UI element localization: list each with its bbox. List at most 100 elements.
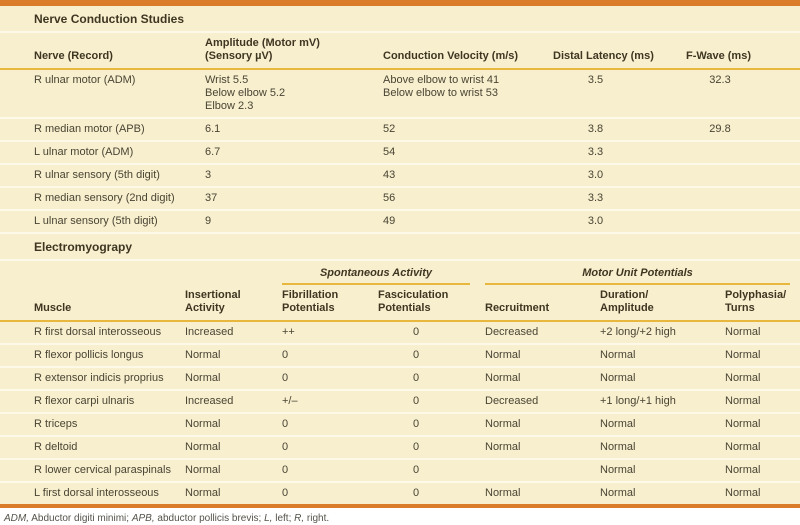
- velocity-cell: 52: [383, 118, 551, 142]
- emg-row: R flexor pollicis longus Normal 0 0 Norm…: [0, 344, 800, 368]
- muscle-cell: R flexor carpi ulnaris: [0, 390, 185, 414]
- insertional-cell: Normal: [185, 436, 282, 460]
- distal-latency-cell: 3.8: [551, 118, 670, 142]
- fibrillation-cell: 0: [282, 413, 378, 437]
- fasciculation-cell: 0: [378, 390, 485, 414]
- nerve-cell: R ulnar motor (ADM): [0, 69, 205, 119]
- recruitment-cell: Decreased: [485, 321, 600, 345]
- fibrillation-cell: 0: [282, 487, 289, 499]
- duration-cell: Normal: [600, 436, 723, 460]
- abbr-apb-definition: abductor pollicis brevis;: [154, 513, 265, 524]
- distal-latency-cell: 3.3: [551, 141, 670, 165]
- duration-cell: Normal: [600, 367, 723, 391]
- fibrillation-cell: 0: [282, 344, 378, 368]
- amplitude-cell: 3: [205, 164, 383, 188]
- muscle-cell: R flexor pollicis longus: [0, 344, 185, 368]
- emg-section-title: Electromyograpy: [0, 232, 800, 261]
- duration-cell: Normal: [600, 413, 723, 437]
- emg-col-fibrillation-line2: Potentials: [282, 302, 335, 314]
- distal-latency-cell: 3.5: [551, 69, 670, 119]
- duration-cell: Normal: [600, 344, 723, 368]
- ncs-row: R ulnar sensory (5th digit) 3 43 3.0: [0, 164, 800, 188]
- ncs-header-row: Nerve (Record) Amplitude (Motor mV) (Sen…: [0, 33, 800, 70]
- emg-row: R first dorsal interosseous Increased ++…: [0, 321, 800, 345]
- insertional-cell: Normal: [185, 459, 282, 483]
- velocity-cell: 49: [383, 215, 396, 227]
- duration-cell: +1 long/+1 high: [600, 390, 723, 414]
- nerve-cell: R median sensory (2nd digit): [0, 187, 205, 211]
- empty-group-cell: [0, 261, 185, 285]
- emg-header-row: Muscle Insertional Activity Fibrillation…: [0, 285, 800, 322]
- ncs-col-f-wave: F-Wave (ms): [670, 33, 800, 70]
- velocity-line: Above elbow to wrist 41: [383, 74, 500, 86]
- fibrillation-cell: 0: [282, 459, 378, 483]
- muscle-cell: R lower cervical paraspinals: [0, 459, 185, 483]
- ncs-col-distal-latency: Distal Latency (ms): [551, 33, 670, 70]
- emg-col-fibrillation-line1: Fibrillation: [282, 289, 339, 301]
- motor-unit-potentials-label: Motor Unit Potentials: [485, 267, 790, 285]
- insertional-cell: Normal: [185, 367, 282, 391]
- emg-col-fasciculation-line1: Fasciculation: [378, 289, 449, 301]
- polyphasia-cell: Normal: [723, 367, 800, 391]
- f-wave-cell: [670, 210, 800, 232]
- insertional-cell: Normal: [185, 487, 221, 499]
- abbreviations-footnote: ADM, Abductor digiti minimi; APB, abduct…: [0, 508, 800, 525]
- polyphasia-cell: Normal: [723, 459, 800, 483]
- velocity-cell: 54: [383, 141, 551, 165]
- polyphasia-cell: Normal: [723, 344, 800, 368]
- amplitude-line: Elbow 2.3: [205, 100, 254, 112]
- motor-unit-potentials-group: Motor Unit Potentials: [485, 261, 800, 285]
- amplitude-cell: 6.7: [205, 141, 383, 165]
- distal-latency-cell: 3.3: [551, 187, 670, 211]
- emg-col-recruitment: Recruitment: [485, 285, 600, 322]
- velocity-cell: 56: [383, 187, 551, 211]
- fibrillation-cell: 0: [282, 436, 378, 460]
- amplitude-cell: 9: [205, 215, 212, 227]
- ncs-col-amplitude-line1: Amplitude (Motor mV): [205, 37, 320, 49]
- duration-cell: Normal: [600, 487, 636, 499]
- ncs-row: L ulnar motor (ADM) 6.7 54 3.3: [0, 141, 800, 165]
- top-orange-rule: [0, 0, 800, 6]
- emg-row: R deltoid Normal 0 0 Normal Normal Norma…: [0, 436, 800, 460]
- emg-row: R flexor carpi ulnaris Increased +/– 0 D…: [0, 390, 800, 414]
- ncs-col-amplitude-line2: (Sensory µV): [205, 50, 273, 62]
- ncs-row: R ulnar motor (ADM) Wrist 5.5 Below elbo…: [0, 69, 800, 119]
- fasciculation-cell: 0: [413, 487, 420, 499]
- nerve-cell: R ulnar sensory (5th digit): [0, 164, 205, 188]
- recruitment-cell: Normal: [485, 487, 521, 499]
- emg-group-header-row: Spontaneous Activity Motor Unit Potentia…: [0, 261, 800, 285]
- emg-col-insertional-line2: Activity: [185, 302, 225, 314]
- emg-col-polyphasia-line2: Turns: [725, 302, 755, 314]
- muscle-cell: L first dorsal interosseous: [34, 487, 159, 499]
- emg-row: R extensor indicis proprius Normal 0 0 N…: [0, 367, 800, 391]
- amplitude-line: Wrist 5.5: [205, 74, 249, 86]
- polyphasia-cell: Normal: [725, 487, 761, 499]
- muscle-cell: R extensor indicis proprius: [0, 367, 185, 391]
- emg-col-fasciculation: Fasciculation Potentials: [378, 285, 485, 322]
- emg-table: Spontaneous Activity Motor Unit Potentia…: [0, 261, 800, 504]
- fasciculation-cell: 0: [378, 321, 485, 345]
- ncs-col-amplitude: Amplitude (Motor mV) (Sensory µV): [205, 33, 383, 70]
- emg-col-polyphasia: Polyphasia/ Turns: [723, 285, 800, 322]
- nerve-cell: L ulnar sensory (5th digit): [34, 215, 158, 227]
- fibrillation-cell: ++: [282, 321, 378, 345]
- emg-col-fasciculation-line2: Potentials: [378, 302, 431, 314]
- polyphasia-cell: Normal: [723, 390, 800, 414]
- fasciculation-cell: 0: [378, 367, 485, 391]
- fasciculation-cell: 0: [378, 459, 485, 483]
- muscle-cell: R first dorsal interosseous: [0, 321, 185, 345]
- emg-col-duration: Duration/ Amplitude: [600, 285, 723, 322]
- velocity-line: Below elbow to wrist 53: [383, 87, 498, 99]
- recruitment-cell: Normal: [485, 344, 600, 368]
- velocity-cell: 43: [383, 164, 551, 188]
- table-body-area: Nerve Conduction Studies Nerve (Record) …: [0, 6, 800, 504]
- emg-row: R lower cervical paraspinals Normal 0 0 …: [0, 459, 800, 483]
- ncs-section-title: Nerve Conduction Studies: [0, 6, 800, 33]
- abbr-adm-definition: Abductor digiti minimi;: [29, 513, 132, 524]
- ncs-col-velocity: Conduction Velocity (m/s): [383, 33, 551, 70]
- nerve-cell: L ulnar motor (ADM): [0, 141, 205, 165]
- abbr-adm: ADM,: [4, 513, 29, 524]
- nerve-cell: R median motor (APB): [0, 118, 205, 142]
- ncs-row: R median sensory (2nd digit) 37 56 3.3: [0, 187, 800, 211]
- ncs-row: R median motor (APB) 6.1 52 3.8 29.8: [0, 118, 800, 142]
